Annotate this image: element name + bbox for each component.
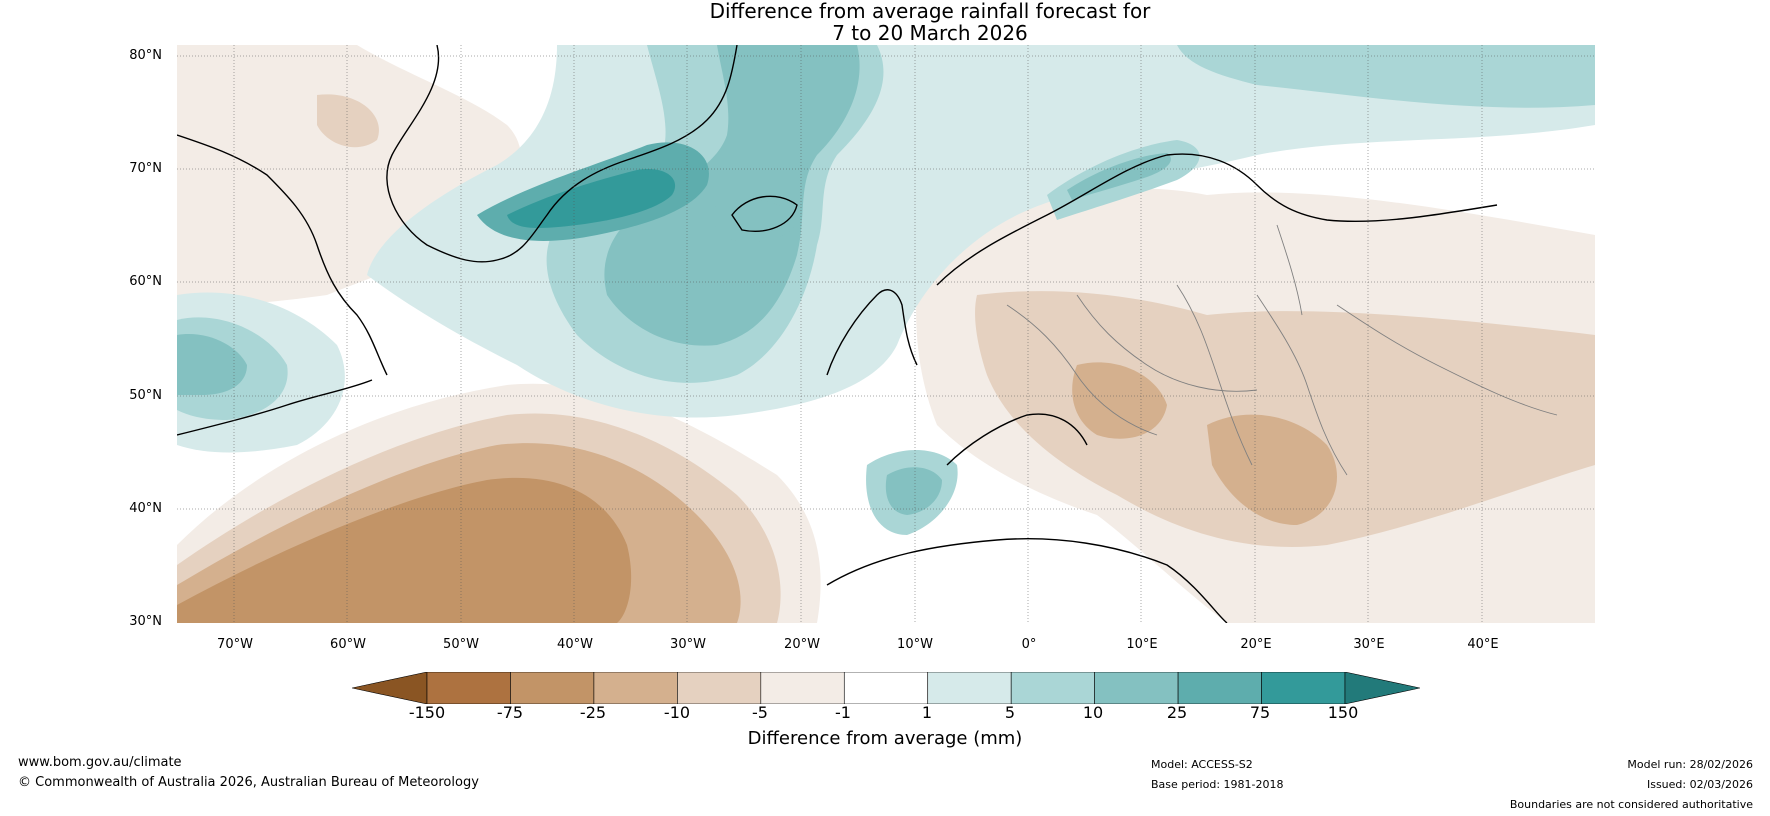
colorbar-tick-label: 150 (1327, 703, 1359, 722)
dry-region-balkans (1207, 414, 1337, 525)
wet-region-svalbard (1177, 45, 1595, 108)
lon-label-30e: 30°E (1353, 637, 1385, 652)
lon-label-70w: 70°W (217, 637, 253, 652)
colorbar-tick-label: 1 (921, 703, 933, 722)
colorbar-cell (677, 672, 762, 704)
wet-region-labrador-core (177, 334, 247, 395)
lon-label-10e: 10°E (1126, 637, 1158, 652)
colorbar-tick-label: -1 (835, 703, 851, 722)
colorbar-tick-label: -150 (408, 703, 446, 722)
lat-label-40n: 40°N (129, 501, 162, 516)
wet-region-iceland (712, 200, 797, 242)
country-borders (1006, 224, 1558, 476)
lon-label-30w: 30°W (670, 637, 706, 652)
lon-label-40e: 40°E (1467, 637, 1499, 652)
coastlines (177, 45, 1498, 623)
wet-region-north-atlantic-strong (604, 45, 860, 346)
colorbar-tick-label: 75 (1249, 703, 1271, 722)
colorbar-tick-label: 10 (1082, 703, 1104, 722)
colorbar-cell (1177, 672, 1262, 704)
lon-label-20w: 20°W (784, 637, 820, 652)
footer-copyright: © Commonwealth of Australia 2026, Austra… (18, 775, 479, 790)
footer-disclaimer: Boundaries are not considered authoritat… (1509, 798, 1753, 811)
lat-label-80n: 80°N (129, 48, 162, 63)
colorbar-cell (927, 672, 1012, 704)
colorbar-cell (1094, 672, 1179, 704)
dry-region-europe-strong (1072, 362, 1167, 439)
colorbar-cell (510, 672, 595, 704)
colorbar-tick-label: 5 (1004, 703, 1016, 722)
colorbar-tick-label: -25 (579, 703, 607, 722)
dry-region-west-canada-inner (317, 94, 379, 148)
lon-label-20e: 20°E (1240, 637, 1272, 652)
lon-label-60w: 60°W (330, 637, 366, 652)
colorbar-tick-label: -75 (496, 703, 524, 722)
dry-region-atlantic-south-core (177, 477, 632, 623)
colorbar-cell (426, 672, 511, 704)
colorbar-tick-label: -10 (663, 703, 691, 722)
colorbar-cell (1010, 672, 1095, 704)
colorbar-tick-label: -5 (752, 703, 768, 722)
footer-base-period: Base period: 1981-2018 (1151, 778, 1284, 791)
colorbar-tick-label: 25 (1166, 703, 1188, 722)
footer-model-run: Model run: 28/02/2026 (1627, 758, 1753, 771)
colorbar-extend-low (352, 672, 428, 704)
colorbar-cell (843, 672, 929, 704)
colorbar (352, 672, 1420, 704)
dry-region-europe-mid (975, 291, 1595, 547)
lon-label-10w: 10°W (897, 637, 933, 652)
lat-label-60n: 60°N (129, 274, 162, 289)
graticule (177, 45, 1595, 623)
colorbar-cell (1261, 672, 1346, 704)
lat-label-50n: 50°N (129, 388, 162, 403)
lon-label-0: 0° (1021, 637, 1037, 652)
lon-label-40w: 40°W (557, 637, 593, 652)
colorbar-title: Difference from average (mm) (747, 728, 1023, 749)
lon-label-50w: 50°W (443, 637, 479, 652)
footer-model: Model: ACCESS-S2 (1151, 758, 1253, 771)
wet-region-scandinavia-core (1067, 153, 1171, 200)
map-title-line2: 7 to 20 March 2026 (832, 21, 1028, 45)
lat-label-70n: 70°N (129, 161, 162, 176)
footer-url: www.bom.gov.au/climate (18, 755, 182, 770)
colorbar-cell (760, 672, 845, 704)
lat-label-30n: 30°N (129, 614, 162, 629)
wet-region-mediterranean-west-core (885, 467, 942, 515)
footer-issued: Issued: 02/03/2026 (1646, 778, 1753, 791)
map-title-line1: Difference from average rainfall forecas… (709, 0, 1151, 23)
colorbar-cell (593, 672, 678, 704)
forecast-map (177, 45, 1595, 623)
colorbar-extend-high (1344, 672, 1420, 704)
